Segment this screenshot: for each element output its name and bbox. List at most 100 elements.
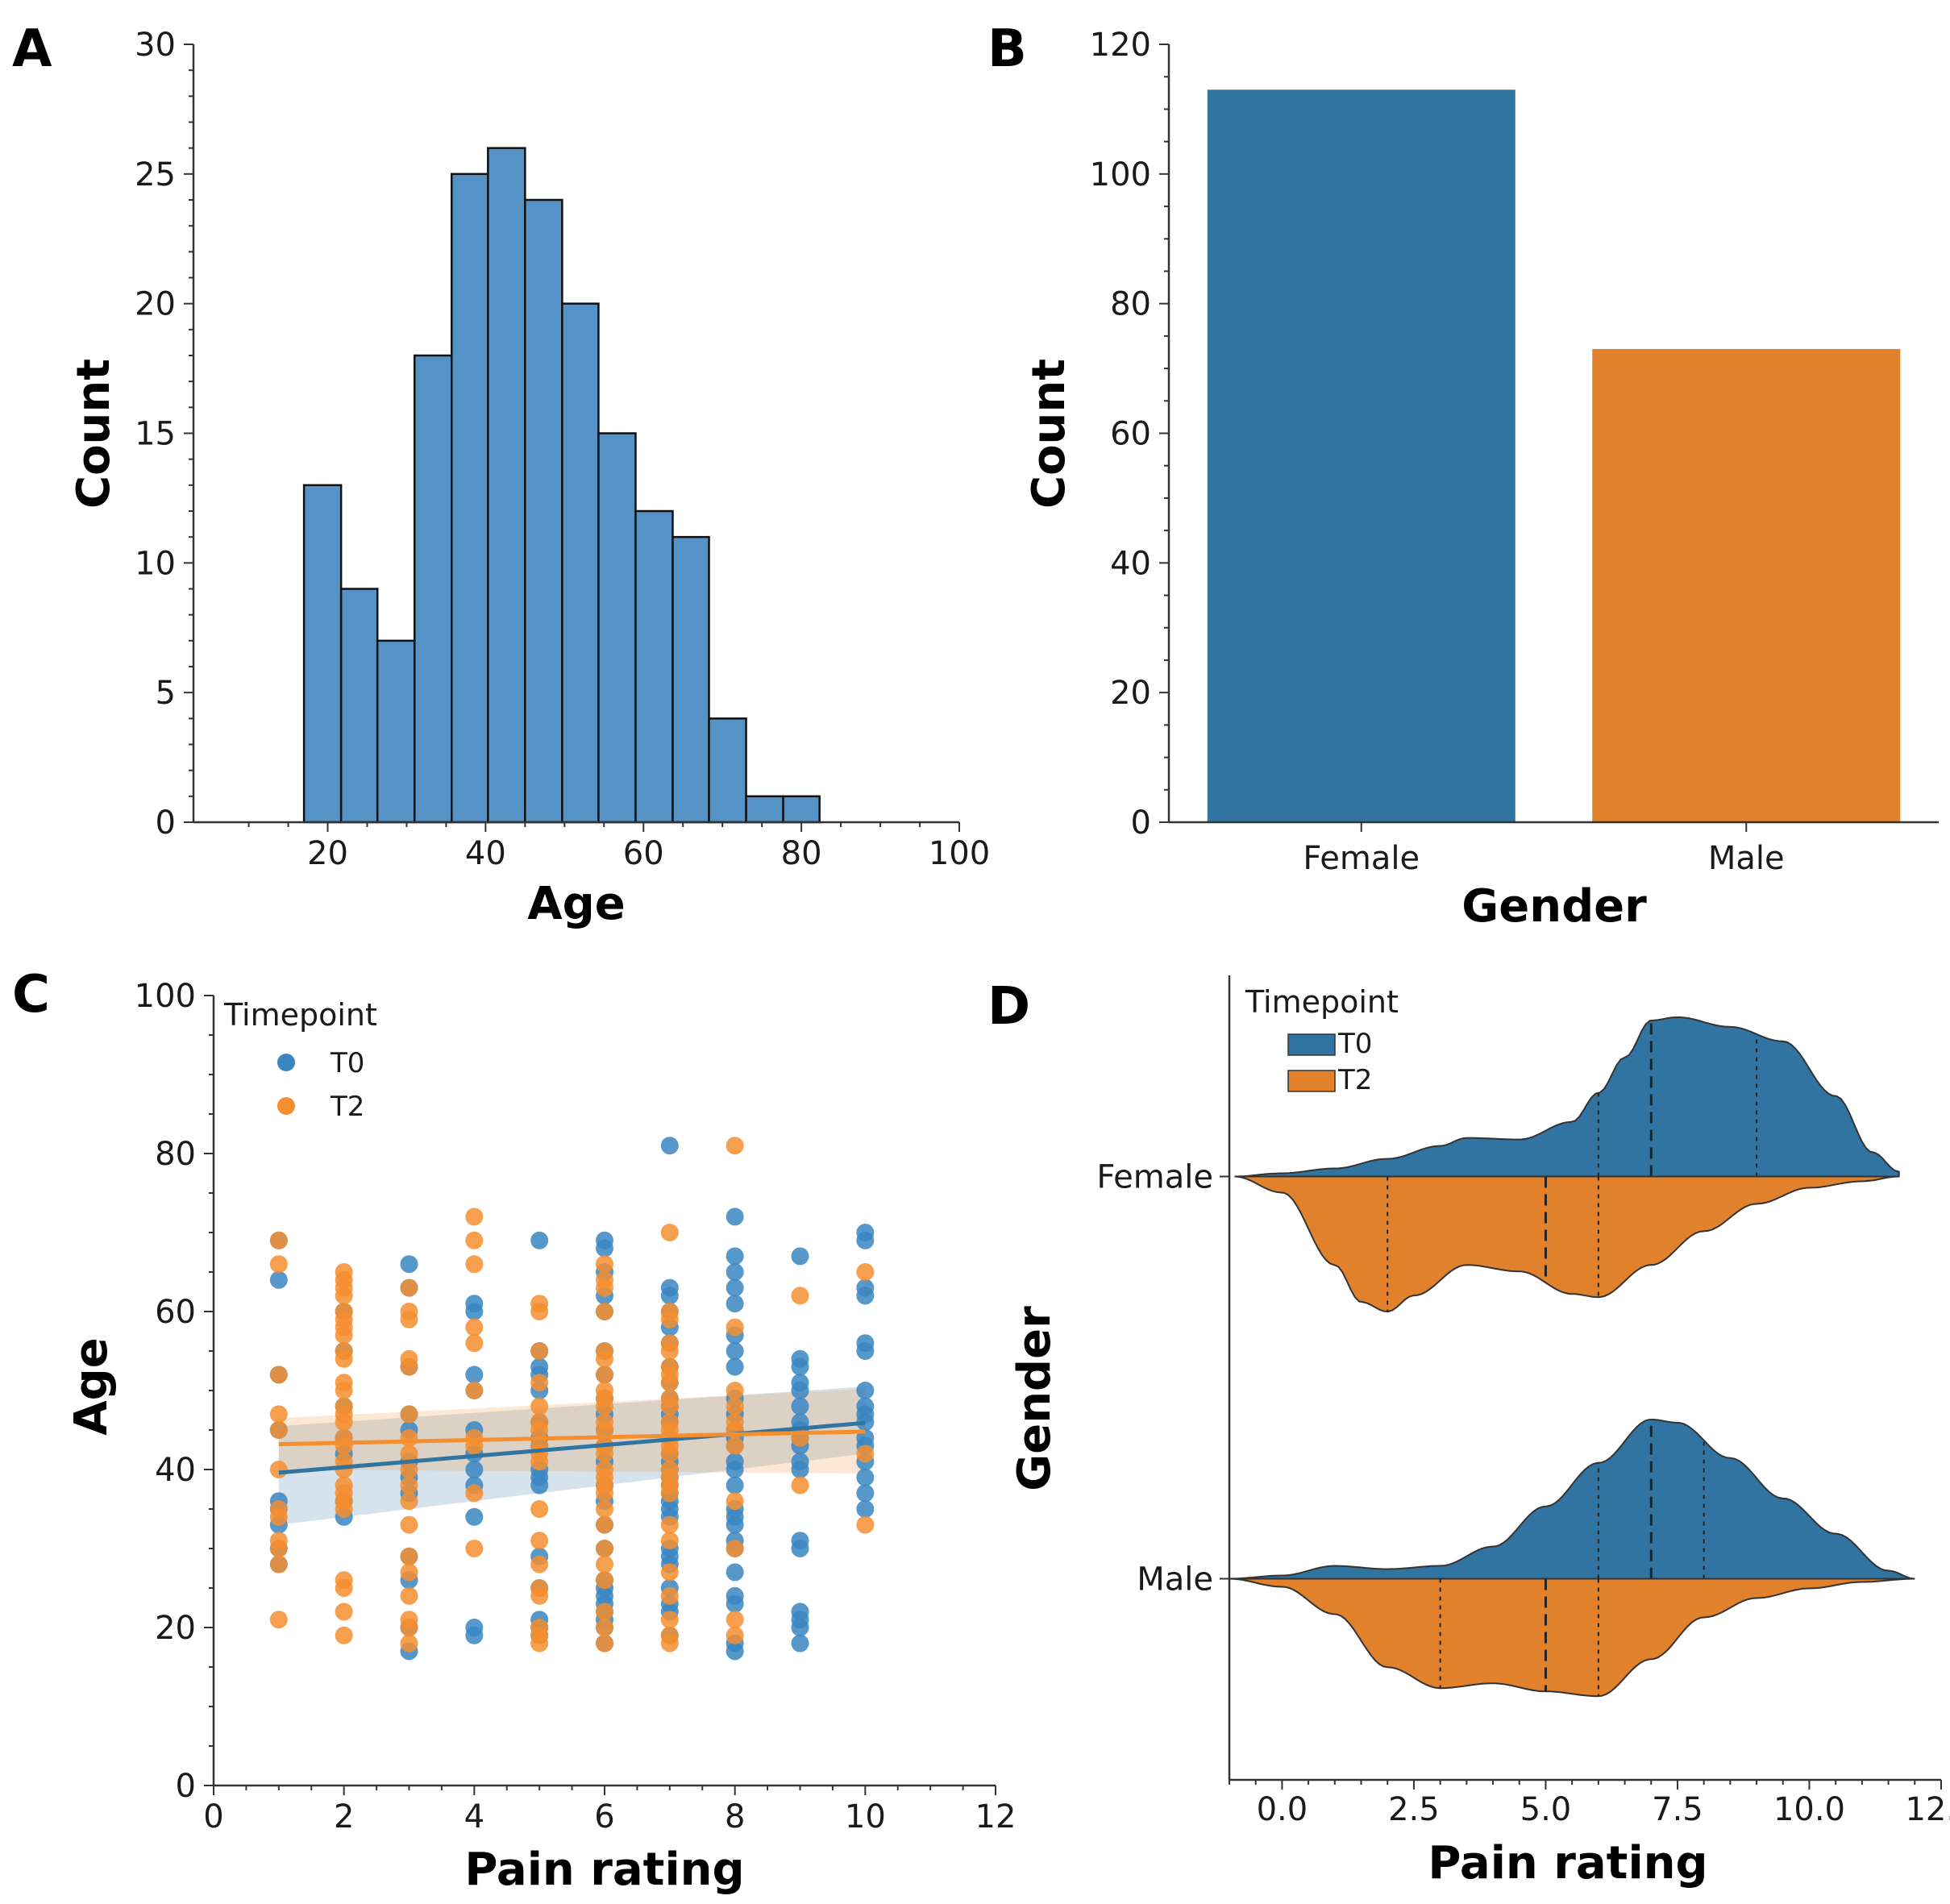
scatter-point-t2 <box>335 1603 353 1621</box>
b-x-tick-label: Female <box>1303 840 1420 877</box>
scatter-point-t2 <box>400 1515 418 1534</box>
d-x-ticks: 0.0 2.5 5.0 7.5 10.0 12.5 <box>1229 1780 1950 1828</box>
violin-female-t2 <box>1234 1175 1899 1313</box>
b-y-tick-label: 120 <box>1090 27 1151 64</box>
c-y-tick-label: 20 <box>155 1610 196 1647</box>
d-legend-title: Timepoint <box>1245 984 1399 1020</box>
a-x-tick-label: 60 <box>623 835 664 872</box>
scatter-point-t2 <box>530 1634 549 1652</box>
scatter-point-t0 <box>660 1137 679 1155</box>
scatter-point-t0 <box>856 1382 875 1399</box>
scatter-point-t2 <box>530 1586 549 1605</box>
scatter-point-t2 <box>400 1310 418 1328</box>
histogram-bar-10 <box>671 535 710 824</box>
d-x-tick-label: 10.0 <box>1773 1791 1845 1828</box>
c-legend-title: Timepoint <box>223 997 377 1033</box>
a-x-tick-label: 40 <box>465 835 506 872</box>
scatter-point-t2 <box>530 1374 549 1392</box>
scatter-point-t2 <box>269 1611 288 1629</box>
c-legend-marker-t0 <box>277 1054 295 1071</box>
scatter-point-t2 <box>660 1563 679 1582</box>
scatter-point-t2 <box>465 1208 484 1226</box>
scatter-point-t2 <box>465 1540 484 1557</box>
scatter-point-t0 <box>791 1540 809 1557</box>
scatter-point-t2 <box>269 1461 288 1478</box>
c-y-tick-label: 60 <box>155 1294 196 1331</box>
scatter-point-t2 <box>856 1263 875 1281</box>
scatter-point-t0 <box>726 1278 744 1297</box>
panel-d-violin: 0.0 2.5 5.0 7.5 10.0 12.5 Female Male Pain rat… <box>1008 975 1950 1889</box>
scatter-point-t2 <box>596 1484 613 1503</box>
panel-c-scatter: 0 2 4 6 8 10 12 0 20 40 60 80 100 Pain rating Age T… <box>65 978 1016 1896</box>
scatter-point-t0 <box>726 1357 744 1376</box>
c-y-axis-title: Age <box>65 1337 118 1435</box>
scatter-point-t0 <box>465 1507 484 1526</box>
scatter-point-t2 <box>596 1634 613 1652</box>
scatter-point-t2 <box>856 1515 875 1534</box>
scatter-point-t2 <box>726 1492 744 1511</box>
b-x-tick-label: Male <box>1708 840 1785 877</box>
scatter-point-t0 <box>791 1619 809 1636</box>
scatter-point-t0 <box>856 1484 875 1503</box>
scatter-point-t2 <box>335 1382 353 1399</box>
scatter-point-t2 <box>726 1382 744 1399</box>
scatter-point-t2 <box>596 1500 613 1518</box>
c-legend-label-t2: T2 <box>330 1091 364 1123</box>
c-y-tick-label: 40 <box>155 1452 196 1489</box>
scatter-point-t2 <box>726 1397 744 1416</box>
scatter-point-t0 <box>856 1468 875 1486</box>
scatter-point-t2 <box>335 1626 353 1644</box>
scatter-point-t2 <box>269 1555 288 1574</box>
scatter-point-t0 <box>530 1231 549 1249</box>
split-violins <box>1229 1016 1915 1698</box>
violin-male-t2 <box>1229 1578 1915 1698</box>
d-x-tick-label: 0.0 <box>1257 1791 1308 1828</box>
a-y-tick-label: 25 <box>135 156 176 193</box>
a-y-tick-label: 30 <box>135 27 176 64</box>
c-legend-label-t0: T0 <box>330 1047 364 1079</box>
scatter-point-t0 <box>791 1397 809 1416</box>
scatter-point-t0 <box>465 1461 484 1478</box>
c-x-axis-title: Pain rating <box>464 1844 744 1896</box>
d-x-tick-label: 5.0 <box>1520 1791 1572 1828</box>
scatter-point-t2 <box>596 1278 613 1297</box>
a-y-tick-label: 0 <box>156 804 176 842</box>
histogram-bar-4 <box>451 173 489 824</box>
scatter-point-t0 <box>791 1357 809 1376</box>
c-x-tick-label: 2 <box>334 1798 354 1835</box>
c-legend-marker-t2 <box>277 1097 295 1115</box>
scatter-point-t2 <box>400 1428 418 1447</box>
scatter-point-t2 <box>660 1224 679 1241</box>
b-y-tick-label: 80 <box>1110 286 1151 323</box>
violin-female-t0 <box>1234 1016 1900 1178</box>
panel-a-age-histogram: 20 40 60 80 100 0 5 10 15 20 25 30 Age Count <box>68 27 990 930</box>
a-x-axis-title: Age <box>527 878 625 930</box>
scatter-point-t2 <box>660 1611 679 1629</box>
scatter-point-t2 <box>596 1515 613 1534</box>
scatter-point-t2 <box>465 1231 484 1249</box>
histogram-bar-2 <box>376 639 416 824</box>
scatter-point-t2 <box>596 1571 613 1590</box>
scatter-point-t2 <box>660 1342 679 1360</box>
b-y-tick-label: 0 <box>1131 804 1151 842</box>
scatter-point-t2 <box>269 1231 288 1249</box>
scatter-point-t2 <box>400 1278 418 1297</box>
scatter-point-t2 <box>726 1137 744 1155</box>
scatter-point-t0 <box>856 1287 875 1305</box>
b-x-ticks: Female Male <box>1303 822 1785 877</box>
scatter-point-t0 <box>856 1231 875 1249</box>
scatter-point-t0 <box>269 1270 288 1289</box>
d-x-tick-label: 12.5 <box>1905 1791 1950 1828</box>
b-y-tick-label: 100 <box>1090 156 1151 193</box>
scatter-point-t0 <box>726 1594 744 1613</box>
d-x-tick-label: 2.5 <box>1388 1791 1440 1828</box>
scatter-point-t2 <box>596 1255 613 1274</box>
scatter-point-t0 <box>791 1247 809 1266</box>
scatter-points <box>269 1137 875 1661</box>
scatter-point-t2 <box>335 1413 353 1432</box>
scatter-point-t2 <box>269 1405 288 1424</box>
scatter-point-t2 <box>269 1255 288 1274</box>
scatter-point-t2 <box>660 1397 679 1416</box>
d-legend-swatch-t2 <box>1287 1070 1336 1092</box>
scatter-point-t2 <box>400 1357 418 1376</box>
